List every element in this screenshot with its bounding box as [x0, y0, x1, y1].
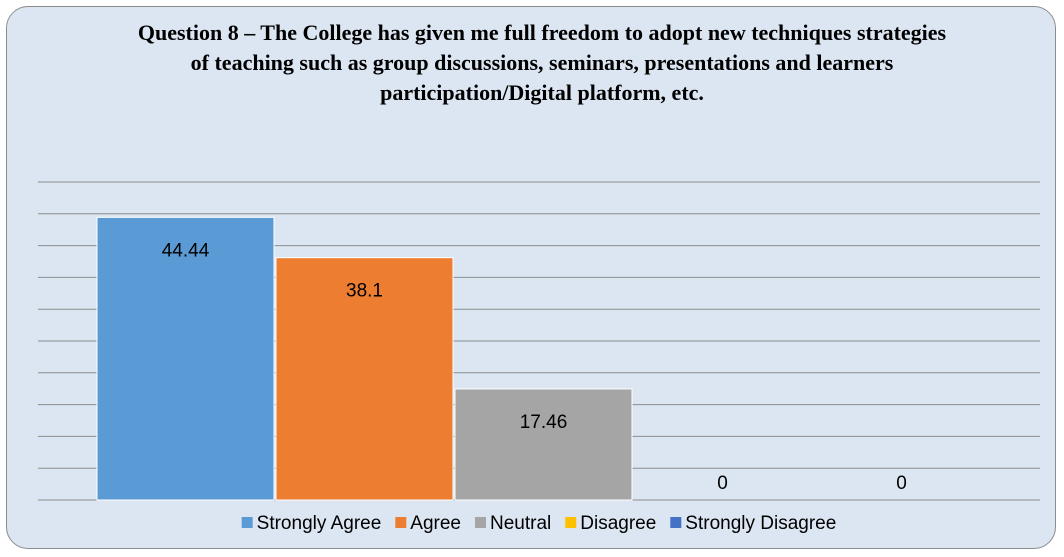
legend-label: Agree — [410, 513, 461, 534]
bar — [454, 388, 633, 501]
legend-swatch — [670, 517, 682, 528]
legend-label: Neutral — [490, 513, 551, 534]
chart-title: Question 8 – The College has given me fu… — [137, 20, 947, 105]
legend-label: Disagree — [580, 513, 656, 534]
legend-swatch — [241, 517, 253, 528]
data-label: 38.1 — [346, 281, 383, 302]
data-label: 17.46 — [520, 412, 568, 433]
legend-swatch — [395, 517, 407, 528]
bar — [275, 257, 454, 501]
data-label: 0 — [896, 473, 907, 494]
legend-label: Strongly Disagree — [685, 513, 836, 534]
data-label: 0 — [717, 473, 728, 494]
data-label: 44.44 — [162, 240, 210, 261]
legend-swatch — [475, 517, 487, 528]
legend-label: Strongly Agree — [257, 513, 382, 534]
bar — [96, 216, 275, 501]
legend-swatch — [565, 517, 577, 528]
